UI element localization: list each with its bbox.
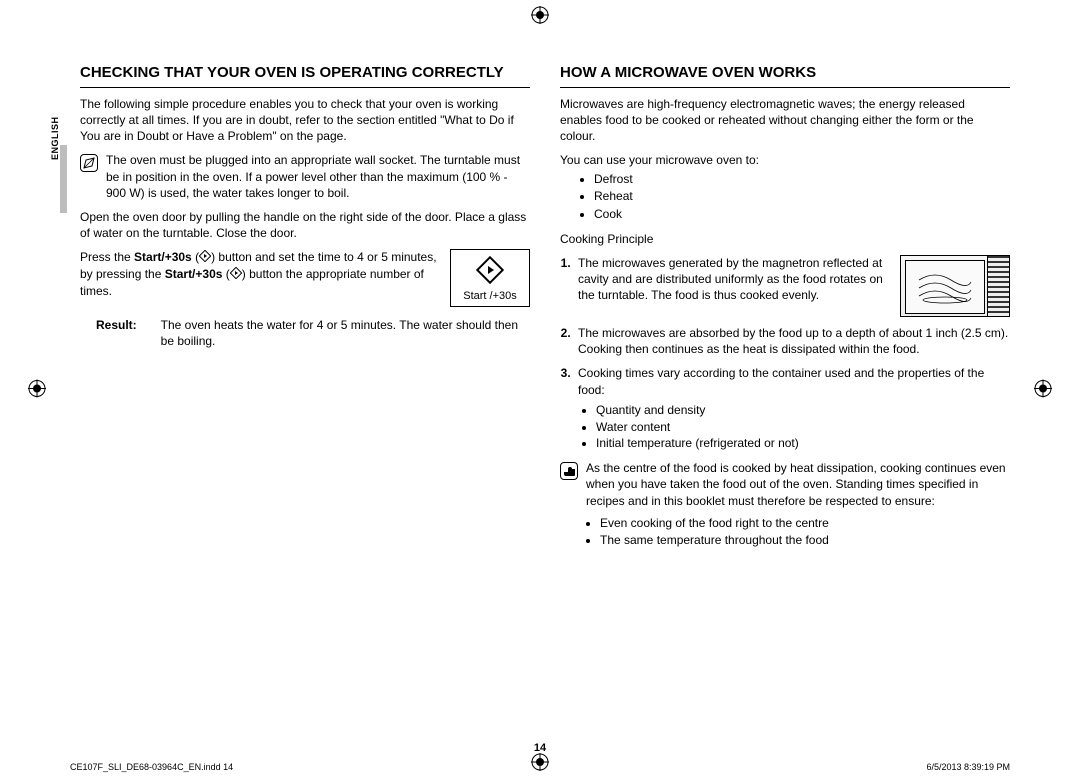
right-column: HOW A MICROWAVE OVEN WORKS Microwaves ar… <box>560 64 1010 744</box>
sub-list: Even cooking of the food right to the ce… <box>600 515 1010 549</box>
list-item: The microwaves are absorbed by the food … <box>574 325 1010 357</box>
uses-intro: You can use your microwave oven to: <box>560 152 1010 168</box>
start-diamond-icon <box>476 256 504 284</box>
list-item: Initial temperature (refrigerated or not… <box>596 435 1010 452</box>
button-name-bold: Start/+30s <box>165 267 223 281</box>
language-tab: ENGLISH <box>50 116 60 160</box>
manual-page: ENGLISH CHECKING THAT YOUR OVEN IS OPERA… <box>0 0 1080 782</box>
list-item: The same temperature throughout the food <box>600 532 1010 549</box>
microwave-illustration <box>900 255 1010 317</box>
step-text: Open the oven door by pulling the handle… <box>80 209 530 241</box>
result-row: Result: The oven heats the water for 4 o… <box>96 317 530 349</box>
language-tab-bar <box>60 145 67 213</box>
hand-point-icon <box>560 462 578 480</box>
list-item: Water content <box>596 419 1010 436</box>
cooking-principle-label: Cooking Principle <box>560 231 1010 247</box>
start-30s-button-illustration: Start /+30s <box>450 249 530 307</box>
principle-list: The microwaves generated by the magnetro… <box>574 255 1010 452</box>
note-row: The oven must be plugged into an appropr… <box>80 152 530 201</box>
section-heading-how-works: HOW A MICROWAVE OVEN WORKS <box>560 64 1010 88</box>
list-item: Reheat <box>594 188 1010 205</box>
crop-mark-icon <box>28 380 46 403</box>
result-label: Result: <box>96 317 137 349</box>
section-heading-checking: CHECKING THAT YOUR OVEN IS OPERATING COR… <box>80 64 530 88</box>
text: Cooking times vary according to the cont… <box>578 366 984 396</box>
crop-mark-icon <box>531 753 549 776</box>
hand-note-row: As the centre of the food is cooked by h… <box>560 460 1010 548</box>
uses-list: Defrost Reheat Cook <box>594 171 1010 223</box>
crop-mark-icon <box>531 6 549 29</box>
note-icon <box>80 154 98 172</box>
list-item: Quantity and density <box>596 402 1010 419</box>
hand-note-text: As the centre of the food is cooked by h… <box>586 460 1010 548</box>
list-item: Cooking times vary according to the cont… <box>574 365 1010 452</box>
start-button-label: Start /+30s <box>455 290 525 302</box>
list-item: Even cooking of the food right to the ce… <box>600 515 1010 532</box>
text: As the centre of the food is cooked by h… <box>586 461 1006 507</box>
step-text: Press the Start/+30s () button and set t… <box>80 249 438 299</box>
start-diamond-icon <box>199 250 211 266</box>
text: The microwaves generated by the magnetro… <box>578 255 890 317</box>
left-column: CHECKING THAT YOUR OVEN IS OPERATING COR… <box>80 64 530 744</box>
text: Press the <box>80 250 134 264</box>
result-text: The oven heats the water for 4 or 5 minu… <box>161 317 530 349</box>
sub-list: Quantity and density Water content Initi… <box>596 402 1010 452</box>
page-number: 14 <box>534 742 546 754</box>
button-name-bold: Start/+30s <box>134 250 192 264</box>
list-item: Defrost <box>594 171 1010 188</box>
intro-text: The following simple procedure enables y… <box>80 96 530 145</box>
note-text: The oven must be plugged into an appropr… <box>106 152 530 201</box>
intro-text: Microwaves are high-frequency electromag… <box>560 96 1010 145</box>
footer-timestamp: 6/5/2013 8:39:19 PM <box>926 762 1010 772</box>
footer-file-name: CE107F_SLI_DE68-03964C_EN.indd 14 <box>70 762 233 772</box>
list-item: The microwaves generated by the magnetro… <box>574 255 1010 317</box>
crop-mark-icon <box>1034 380 1052 403</box>
list-item: Cook <box>594 206 1010 223</box>
start-diamond-icon <box>230 267 242 283</box>
